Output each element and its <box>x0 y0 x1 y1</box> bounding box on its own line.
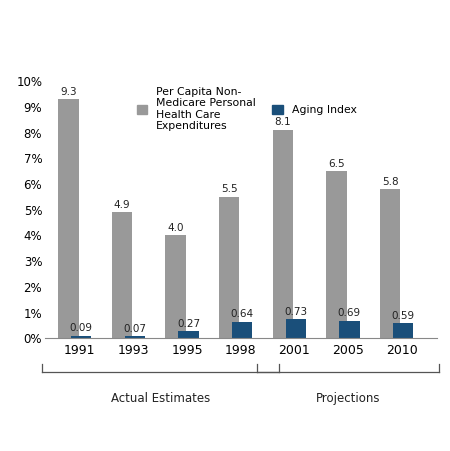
Text: 0.64: 0.64 <box>230 309 254 319</box>
Text: 0.59: 0.59 <box>392 310 414 321</box>
Text: 0.73: 0.73 <box>284 307 307 317</box>
Text: 4.0: 4.0 <box>167 223 184 233</box>
Bar <box>219 197 239 338</box>
Text: 0.07: 0.07 <box>123 324 146 334</box>
Text: 4.9: 4.9 <box>114 200 130 210</box>
Bar <box>166 235 186 338</box>
Bar <box>125 336 145 338</box>
Bar <box>286 319 306 338</box>
Bar <box>380 189 400 338</box>
Text: 9.3: 9.3 <box>60 87 76 97</box>
Bar <box>326 171 346 338</box>
Text: Actual Estimates: Actual Estimates <box>111 392 210 405</box>
Bar <box>273 130 293 338</box>
Bar <box>339 321 360 338</box>
Text: 8.1: 8.1 <box>274 117 291 128</box>
Bar <box>393 323 413 338</box>
Text: 5.8: 5.8 <box>382 177 398 187</box>
Text: 5.5: 5.5 <box>221 184 238 194</box>
Bar <box>232 322 252 338</box>
Text: 0.27: 0.27 <box>177 319 200 329</box>
Legend: Per Capita Non-
Medicare Personal
Health Care
Expenditures, Aging Index: Per Capita Non- Medicare Personal Health… <box>136 87 356 131</box>
Text: Projections: Projections <box>316 392 380 405</box>
Text: 0.69: 0.69 <box>338 308 361 318</box>
Bar <box>112 212 132 338</box>
Bar <box>178 331 198 338</box>
Text: 6.5: 6.5 <box>328 159 345 169</box>
Bar <box>71 336 91 338</box>
Bar <box>58 99 78 338</box>
Text: 0.09: 0.09 <box>70 323 93 333</box>
